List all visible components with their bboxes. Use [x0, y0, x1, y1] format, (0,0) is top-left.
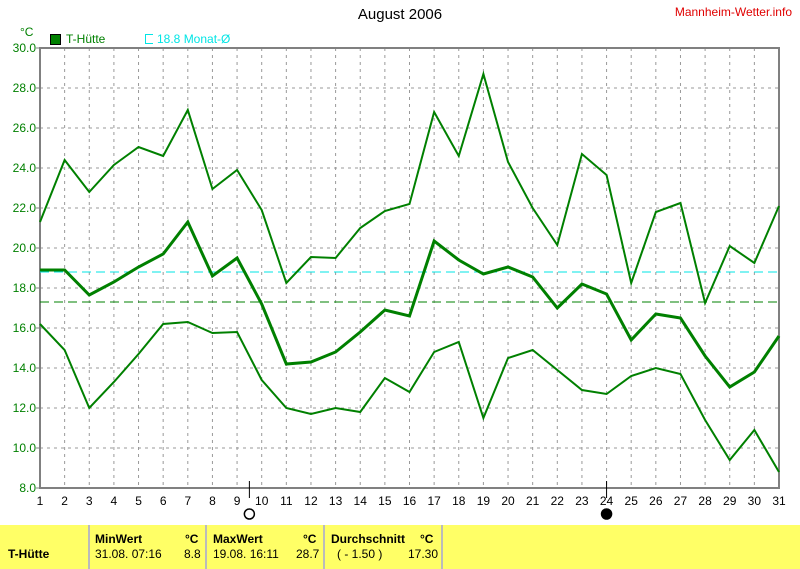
plot-frame — [39, 47, 780, 489]
y-tick-label: 18.0 — [13, 281, 37, 295]
x-tick-label: 31 — [772, 494, 786, 508]
x-tick-label: 22 — [551, 494, 565, 508]
y-tick-label: 10.0 — [13, 441, 37, 455]
x-tick-label: 18 — [452, 494, 466, 508]
column-divider — [323, 525, 325, 569]
avg-deviation: ( - 1.50 ) — [337, 547, 383, 561]
legend-swatch — [145, 34, 153, 44]
x-tick-label: 26 — [649, 494, 663, 508]
legend-swatch — [50, 33, 61, 45]
y-tick-label: 20.0 — [13, 241, 37, 255]
x-tick-label: 1 — [37, 494, 44, 508]
x-tick-label: 30 — [748, 494, 762, 508]
min-unit: °C — [185, 532, 199, 546]
x-tick-label: 8 — [209, 494, 216, 508]
max-time: 19.08. 16:11 — [213, 547, 279, 561]
chart-title: August 2006 — [357, 6, 443, 23]
x-tick-label: 29 — [723, 494, 737, 508]
x-tick-label: 19 — [477, 494, 491, 508]
x-tick-label: 13 — [329, 494, 343, 508]
x-tick-label: 11 — [280, 494, 293, 508]
x-tick-label: 2 — [61, 494, 68, 508]
column-divider — [205, 525, 207, 569]
y-tick-label: 26.0 — [13, 121, 37, 135]
max-header: MaxWert — [213, 532, 263, 546]
x-tick-label: 27 — [674, 494, 688, 508]
min-time: 31.08. 07:16 — [95, 547, 162, 561]
x-tick-label: 3 — [86, 494, 93, 508]
column-divider — [88, 525, 90, 569]
x-tick-label: 5 — [135, 494, 142, 508]
row-label: T-Hütte — [8, 547, 50, 561]
legend-label: T-Hütte — [66, 32, 106, 46]
y-tick-label: 16.0 — [13, 321, 37, 335]
y-tick-label: 12.0 — [13, 401, 37, 415]
x-tick-label: 16 — [403, 494, 417, 508]
x-tick-label: 28 — [698, 494, 712, 508]
x-tick-label: 23 — [575, 494, 589, 508]
x-tick-label: 21 — [526, 494, 540, 508]
avg-unit: °C — [420, 532, 434, 546]
legend-item-month-avg: 18.8 Monat-Ø — [145, 32, 230, 46]
x-tick-label: 4 — [111, 494, 118, 508]
max-unit: °C — [303, 532, 317, 546]
x-tick-label: 6 — [160, 494, 167, 508]
source-label[interactable]: Mannheim-Wetter.info — [674, 5, 792, 19]
y-tick-label: 14.0 — [13, 361, 37, 375]
full-moon-icon — [243, 508, 256, 520]
column-divider — [441, 525, 443, 569]
x-tick-label: 10 — [255, 494, 269, 508]
x-tick-label: 14 — [354, 494, 368, 508]
stats-table: T-Hütte MinWert °C 31.08. 07:16 8.8 MaxW… — [0, 525, 800, 569]
max-value: 28.7 — [296, 547, 320, 561]
y-axis-unit: °C — [20, 25, 34, 39]
avg-value: 17.30 — [408, 547, 439, 561]
min-value: 8.8 — [184, 547, 201, 561]
x-tick-label: 7 — [184, 494, 191, 508]
y-tick-label: 22.0 — [13, 201, 37, 215]
x-tick-label: 12 — [304, 494, 318, 508]
new-moon-icon — [600, 508, 613, 520]
avg-header: Durchschnitt — [331, 532, 406, 546]
x-tick-label: 25 — [625, 494, 639, 508]
chart-svg: 8.0 10.0 12.0 14.0 16.0 18.0 20.0 22.0 24.0 26.0 2… — [13, 41, 786, 520]
x-tick-label: 15 — [378, 494, 392, 508]
min-header: MinWert — [95, 532, 143, 546]
x-tick-label: 20 — [501, 494, 515, 508]
y-tick-label: 30.0 — [13, 41, 37, 55]
x-tick-label: 17 — [427, 494, 441, 508]
x-tick-label: 9 — [234, 494, 241, 508]
y-tick-label: 24.0 — [13, 161, 37, 175]
y-tick-label: 28.0 — [13, 81, 37, 95]
legend-item-t-huette: T-Hütte — [50, 32, 105, 46]
y-tick-label: 8.0 — [19, 481, 36, 495]
legend-label: 18.8 Monat-Ø — [157, 32, 231, 46]
x-tick-label: 24 — [600, 494, 614, 508]
